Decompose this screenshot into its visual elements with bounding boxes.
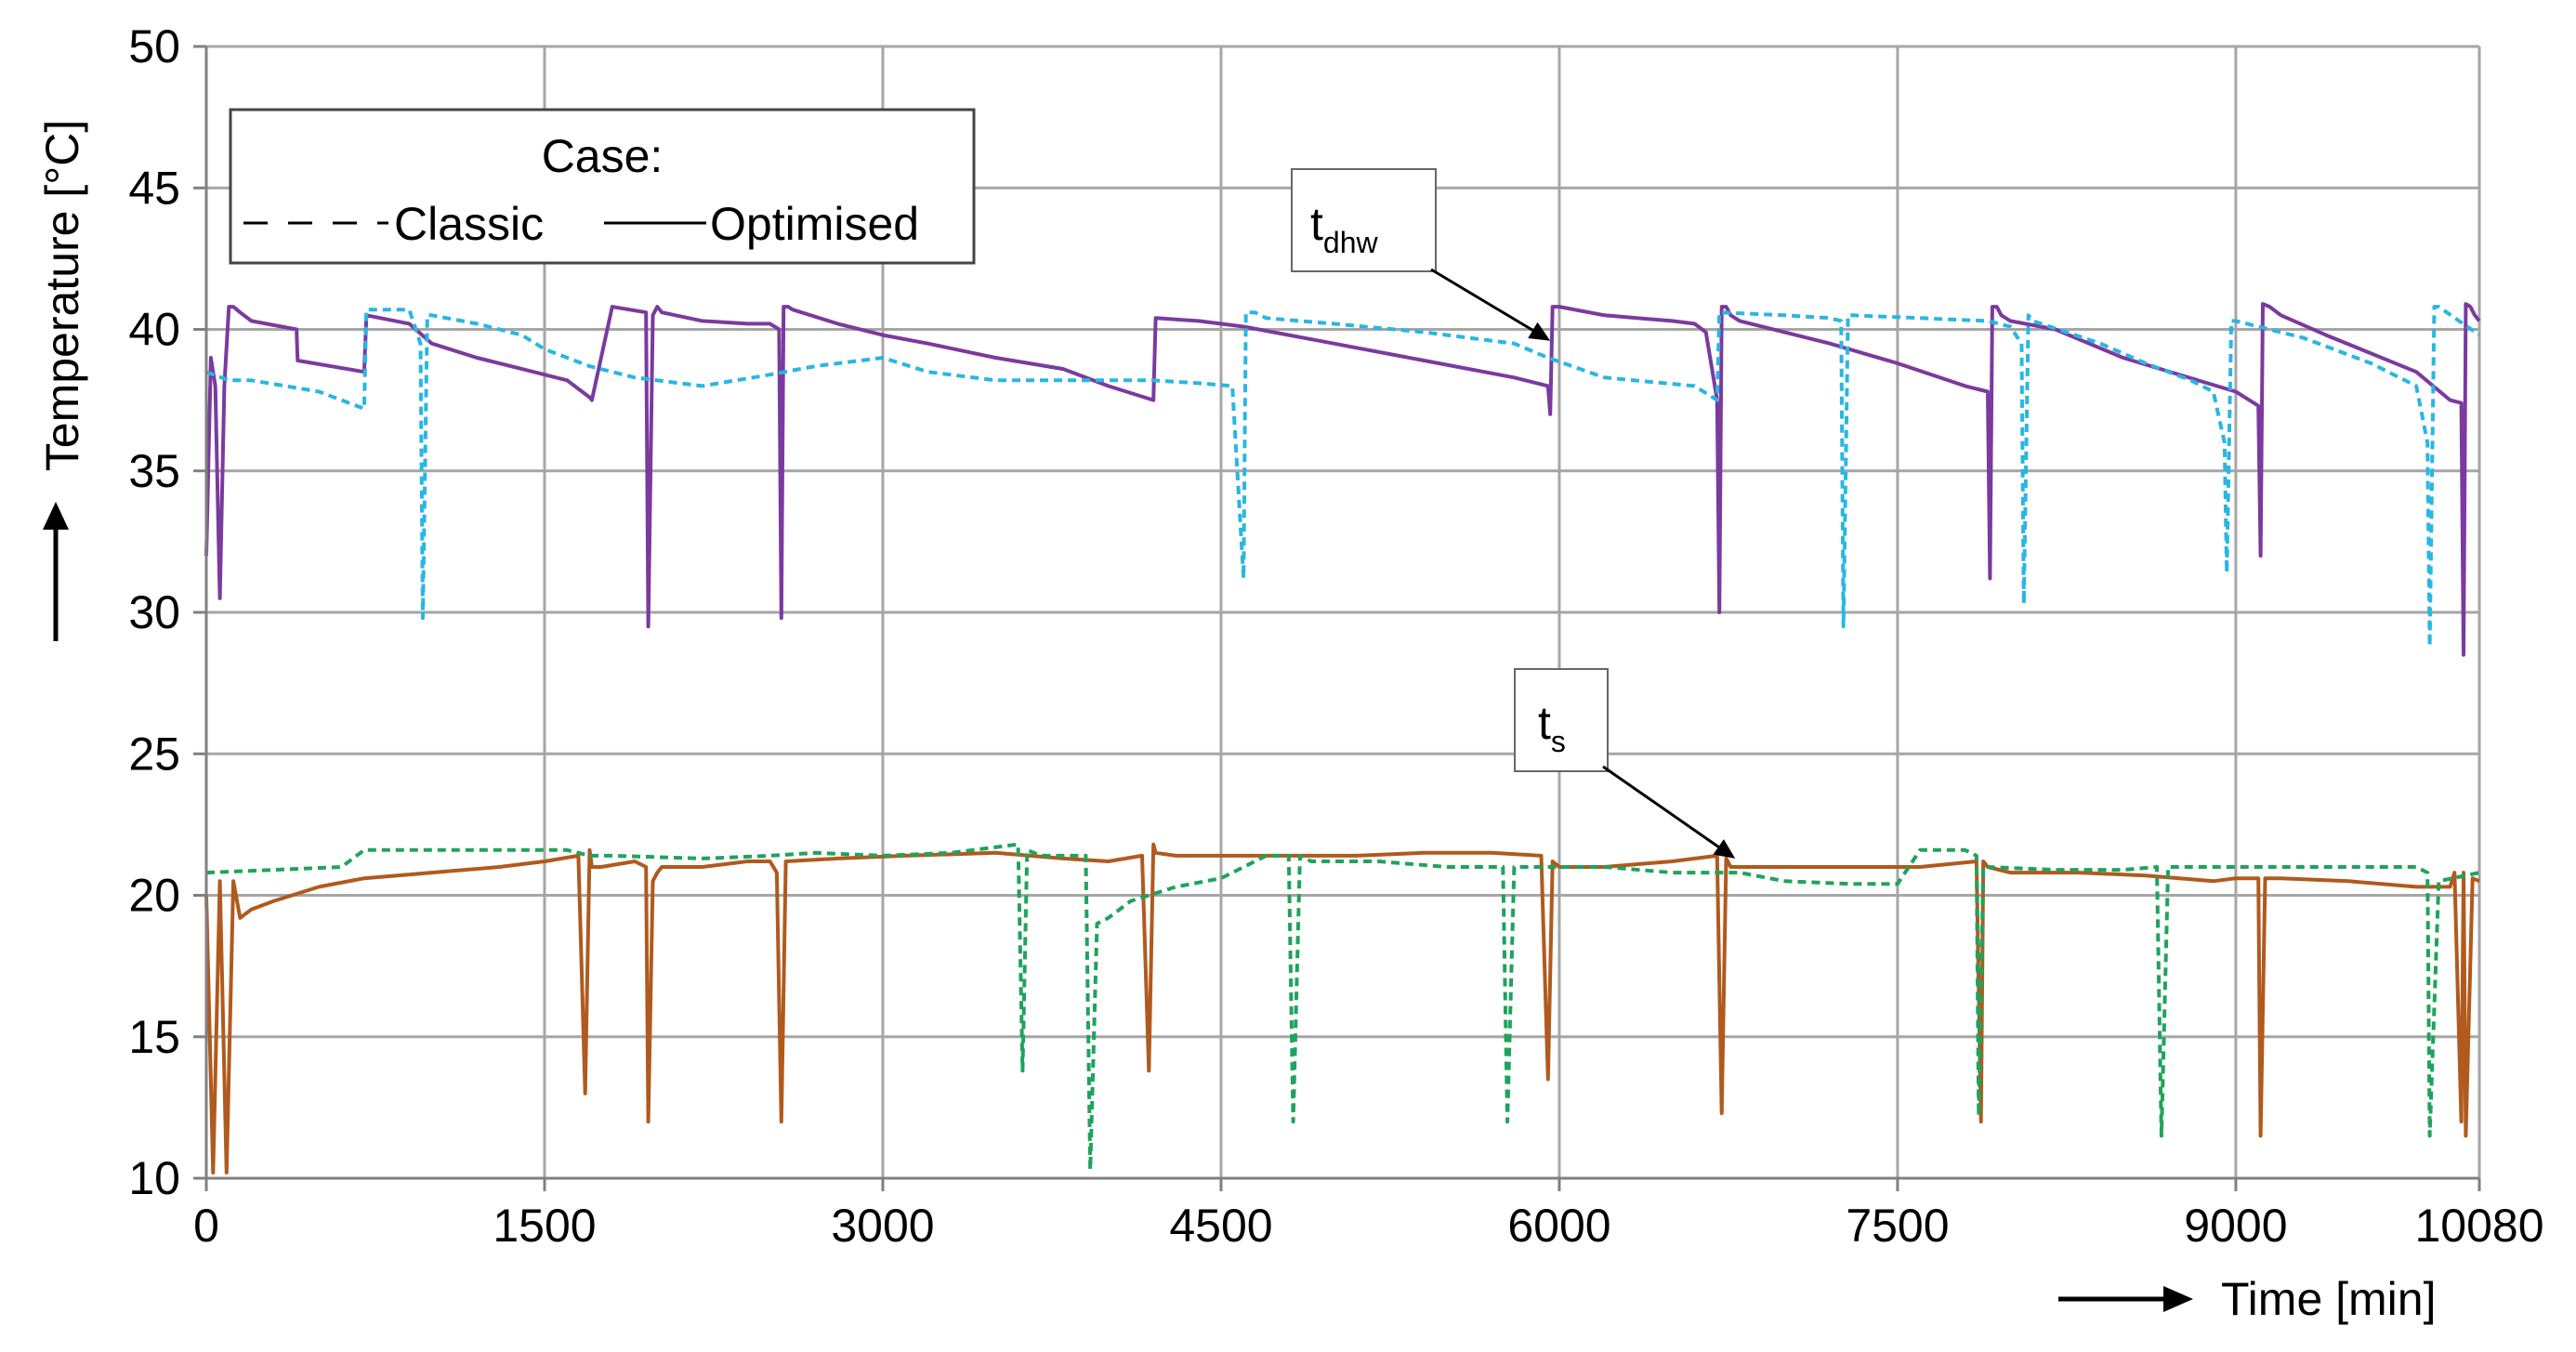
annotation-tdhw-box: [1291, 168, 1437, 272]
x-axis-title: Time [min]: [2221, 1273, 2437, 1325]
y-axis-arrow: [43, 502, 69, 641]
legend-box: [229, 108, 976, 265]
x-tick-label: 3000: [831, 1200, 934, 1252]
axes: [193, 45, 2481, 1191]
legend-entry-classic: Classic: [394, 198, 544, 250]
y-tick-label: 30: [128, 586, 180, 638]
x-tick-label: 10080: [2414, 1200, 2543, 1252]
annotation-ts-arrow: [1602, 765, 1720, 848]
series-group: [204, 302, 2481, 1175]
series-line-tdhw-optimised: [204, 302, 2481, 657]
annotation-ts-arrowhead: [1713, 839, 1736, 859]
annotation-tdhw-arrow: [1430, 268, 1534, 332]
annotation-ts-label: ts: [1538, 697, 1566, 758]
x-tick-label: 4500: [1169, 1200, 1272, 1252]
annotation-ts-box: [1514, 668, 1609, 772]
legend-title: Case:: [542, 130, 664, 182]
series-line-tdhw-classic: [205, 305, 2481, 649]
annotation-tdhw-arrowhead: [1528, 322, 1551, 341]
x-tick-label: 9000: [2184, 1200, 2287, 1252]
x-tick-label: 6000: [1507, 1200, 1610, 1252]
y-tick-label: 50: [128, 20, 180, 72]
annotation-tdhw-label: tdhw: [1310, 198, 1379, 259]
series-line-ts-optimised: [204, 842, 2480, 1175]
y-axis-title: Temperature [°C]: [36, 120, 88, 471]
tick-labels: 10 15 20 25 30 35 40 45 50 0 1500 3000 4500 6000 7500 9…: [128, 20, 2543, 1252]
series-line-ts-classic: [205, 842, 2480, 1172]
x-tick-label: 7500: [1846, 1200, 1949, 1252]
x-axis-arrow: [2058, 1286, 2193, 1312]
y-tick-label: 45: [128, 162, 180, 214]
y-tick-label: 25: [128, 728, 180, 780]
y-tick-label: 20: [128, 870, 180, 922]
legend-entry-optimised: Optimised: [710, 198, 919, 250]
legend: Case: Classic Optimised: [229, 108, 976, 265]
annotation-ts: ts: [1514, 668, 1736, 859]
y-tick-label: 40: [128, 304, 180, 356]
y-tick-label: 15: [128, 1011, 180, 1063]
annotation-tdhw: tdhw: [1291, 168, 1551, 341]
y-tick-label: 35: [128, 445, 180, 497]
x-tick-label: 0: [193, 1200, 219, 1252]
x-tick-label: 1500: [493, 1200, 596, 1252]
y-tick-label: 10: [128, 1152, 180, 1204]
